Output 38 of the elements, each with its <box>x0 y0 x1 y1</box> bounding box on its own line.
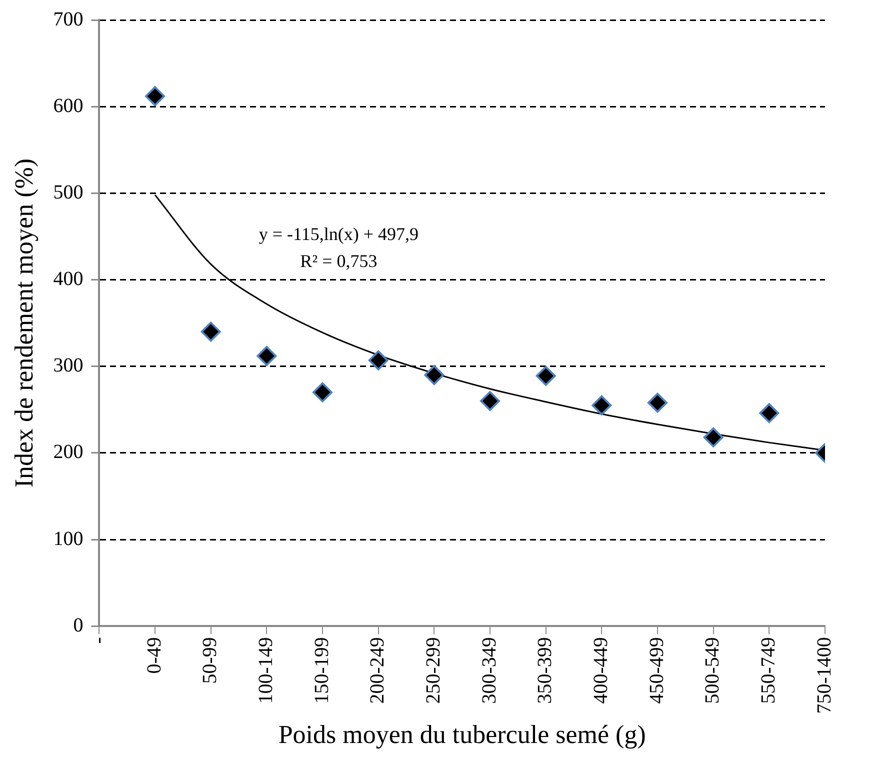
point <box>145 86 166 106</box>
point <box>480 391 500 411</box>
y-tick-label: 500 <box>53 181 84 204</box>
point <box>592 395 612 416</box>
point <box>368 350 388 370</box>
x-tick-label: 550-749 <box>757 637 780 704</box>
y-tick-label: 0 <box>73 614 84 636</box>
y-tick-label: 700 <box>53 8 84 30</box>
point <box>759 403 780 424</box>
point <box>703 427 724 448</box>
point <box>200 322 221 342</box>
point <box>536 366 556 386</box>
y-tick-label: 200 <box>53 441 84 464</box>
x-tick-label: 300-349 <box>478 637 500 704</box>
x-tick-label: 500-549 <box>702 637 724 704</box>
x-axis-title: Poids moyen du tubercule semé (g) <box>278 720 646 750</box>
y-tick-label: 100 <box>53 528 84 550</box>
x-tick-label: 200-249 <box>366 637 389 704</box>
x-tick-label: - <box>87 637 110 644</box>
annotation: R² = 0,753 <box>300 250 378 271</box>
x-tick-label: 0-49 <box>143 637 166 674</box>
point <box>648 392 668 413</box>
point <box>424 365 444 386</box>
y-tick-label: 600 <box>53 94 84 117</box>
x-tick-label: 50-99 <box>199 637 222 684</box>
x-tick-label: 100-149 <box>254 637 277 704</box>
x-tick-label: 250-299 <box>422 637 444 704</box>
point <box>312 382 333 402</box>
x-tick-label: 400-449 <box>590 637 612 704</box>
point <box>256 346 277 366</box>
y-axis-title: Index de rendement moyen (%) <box>9 158 38 488</box>
y-tick-label: 300 <box>53 354 84 377</box>
annotation: y = -115,ln(x) + 497,9 <box>258 224 419 244</box>
x-tick-label: 750-1400 <box>813 637 836 714</box>
x-tick-label: 350-399 <box>534 637 556 704</box>
x-tick-label: 150-199 <box>310 637 333 704</box>
x-tick-label: 450-499 <box>646 637 668 704</box>
y-tick-label: 400 <box>53 268 84 290</box>
